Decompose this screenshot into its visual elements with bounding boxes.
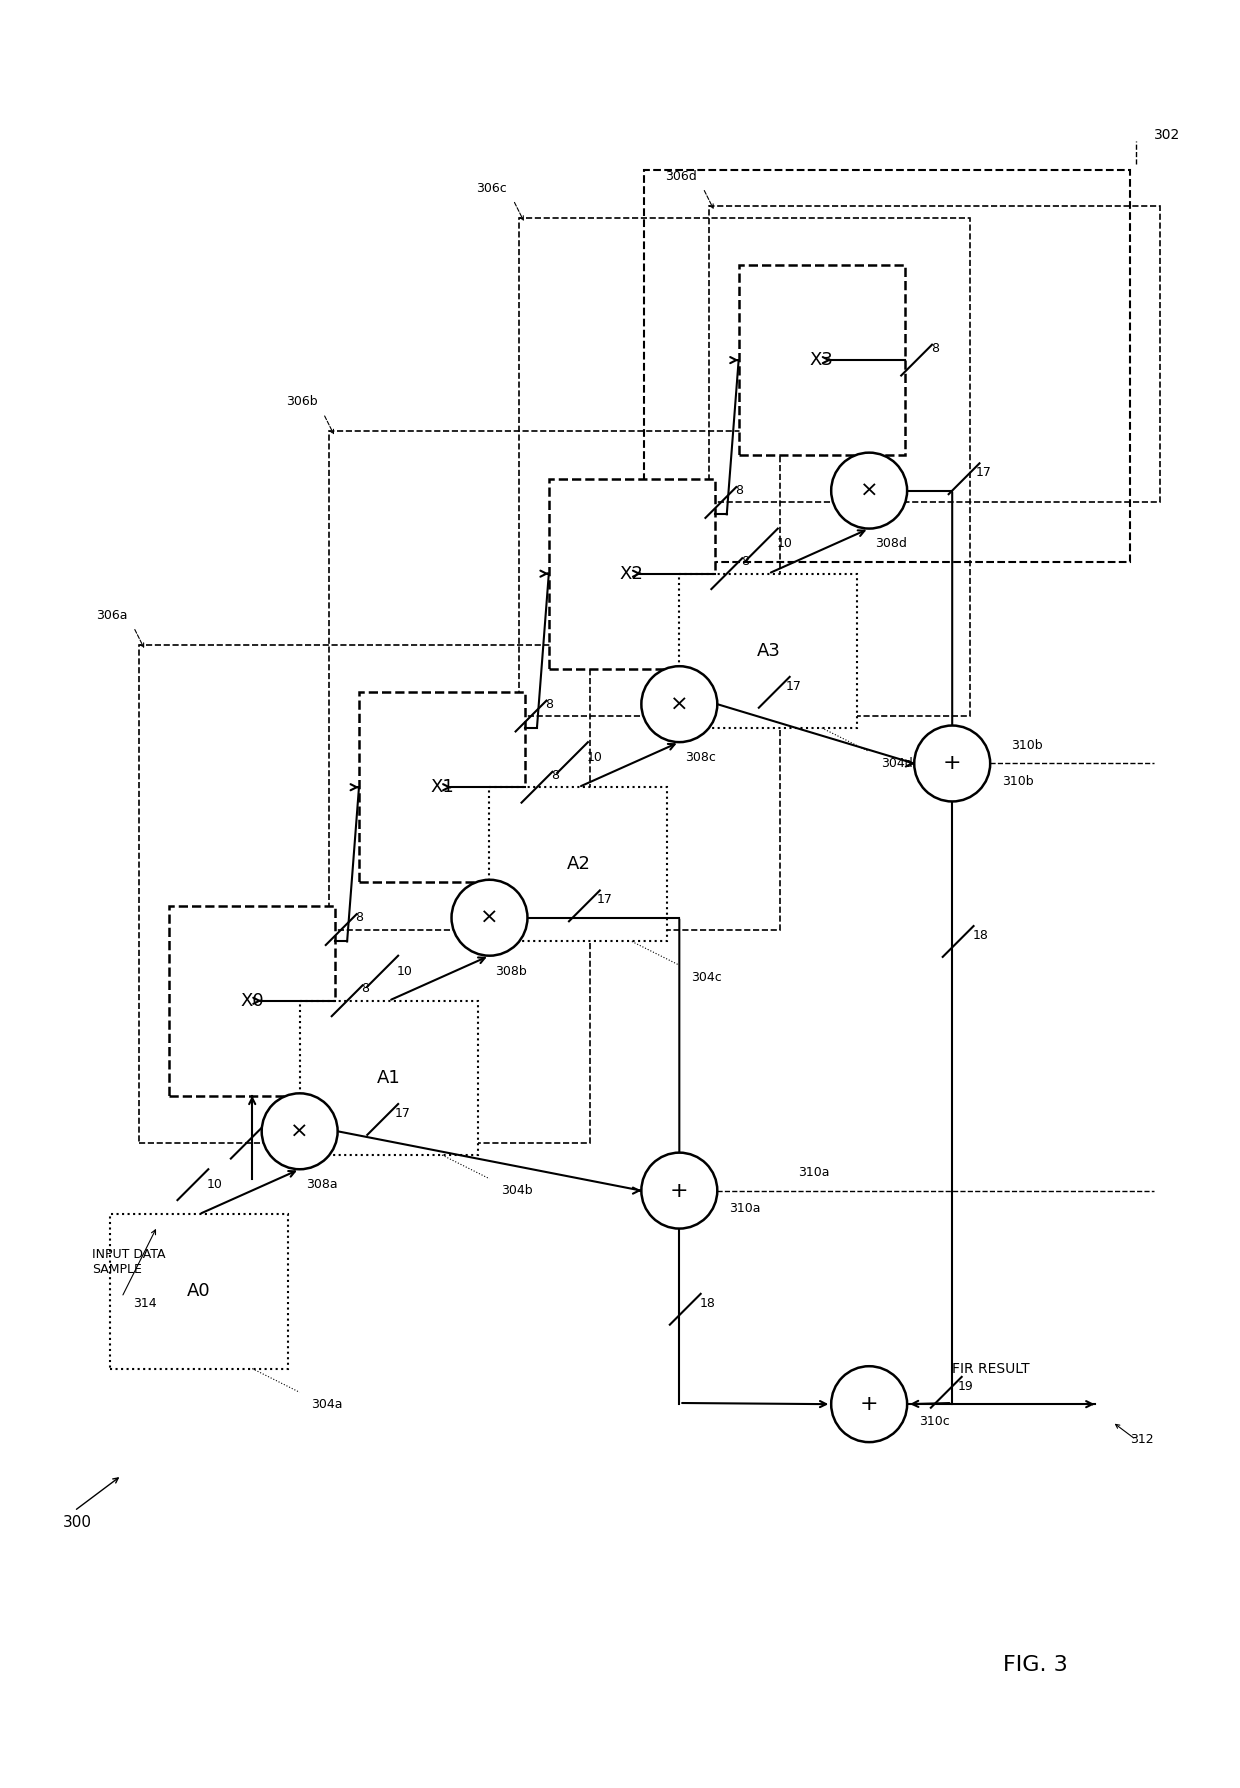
Bar: [300, 1001, 477, 1155]
Circle shape: [831, 452, 908, 529]
Text: 308c: 308c: [686, 751, 717, 763]
Text: +: +: [670, 1180, 688, 1200]
Text: X0: X0: [241, 992, 264, 1010]
Text: 10: 10: [397, 964, 413, 978]
Text: 8: 8: [361, 982, 370, 996]
Bar: [549, 479, 715, 669]
Text: A1: A1: [377, 1069, 401, 1087]
Circle shape: [262, 1092, 337, 1169]
Text: 18: 18: [699, 1296, 715, 1311]
Bar: [110, 1214, 288, 1368]
Text: 308d: 308d: [875, 538, 906, 551]
Text: 310a: 310a: [729, 1202, 760, 1214]
Text: ×: ×: [859, 481, 878, 501]
Text: 17: 17: [596, 894, 613, 907]
Text: 10: 10: [776, 538, 792, 551]
Circle shape: [831, 1366, 908, 1443]
Bar: [330, 431, 780, 930]
Bar: [490, 787, 667, 942]
Text: 304d: 304d: [880, 756, 913, 771]
Bar: [709, 206, 1159, 502]
Text: 310c: 310c: [919, 1416, 950, 1429]
Text: 314: 314: [134, 1296, 157, 1311]
Text: 8: 8: [742, 556, 749, 569]
Text: 8: 8: [546, 697, 553, 710]
Text: 310b: 310b: [1002, 774, 1034, 789]
Circle shape: [451, 880, 527, 957]
Text: 312: 312: [1130, 1434, 1153, 1446]
Bar: [644, 170, 1130, 561]
Circle shape: [914, 726, 991, 801]
Text: 8: 8: [735, 485, 743, 497]
Bar: [680, 574, 857, 728]
Bar: [520, 218, 970, 715]
Text: 10: 10: [587, 751, 603, 763]
Text: 308b: 308b: [496, 964, 527, 978]
Text: 304c: 304c: [691, 971, 722, 983]
Text: 300: 300: [62, 1514, 92, 1531]
Circle shape: [641, 1153, 717, 1228]
Bar: [360, 692, 525, 881]
Text: +: +: [859, 1395, 878, 1414]
Text: 17: 17: [976, 467, 992, 479]
Text: A2: A2: [567, 855, 590, 873]
Text: A3: A3: [756, 642, 780, 660]
Text: A0: A0: [187, 1282, 211, 1300]
Text: 304a: 304a: [311, 1398, 343, 1411]
Text: 18: 18: [972, 930, 988, 942]
Text: 306c: 306c: [476, 182, 507, 195]
Text: 17: 17: [786, 679, 802, 694]
Text: 17: 17: [394, 1107, 410, 1119]
Text: ×: ×: [290, 1121, 309, 1141]
Text: ×: ×: [480, 908, 498, 928]
Text: 8: 8: [552, 769, 559, 781]
Text: 306b: 306b: [286, 395, 317, 408]
Text: +: +: [942, 753, 961, 774]
Text: 306a: 306a: [97, 608, 128, 622]
Text: FIG. 3: FIG. 3: [1003, 1656, 1068, 1675]
Text: 310a: 310a: [799, 1166, 830, 1180]
Text: X2: X2: [620, 565, 644, 583]
Text: 8: 8: [260, 1130, 269, 1144]
Bar: [739, 265, 905, 454]
Text: 8: 8: [931, 342, 939, 354]
Text: 306d: 306d: [666, 170, 697, 182]
Text: 10: 10: [207, 1178, 223, 1191]
Text: X3: X3: [810, 350, 833, 368]
Text: 304b: 304b: [501, 1184, 533, 1198]
Text: 310b: 310b: [1012, 738, 1043, 753]
Text: INPUT DATA
SAMPLE: INPUT DATA SAMPLE: [92, 1248, 165, 1277]
Text: 8: 8: [356, 912, 363, 924]
Text: FIR RESULT: FIR RESULT: [952, 1362, 1030, 1375]
Circle shape: [641, 667, 717, 742]
Text: 302: 302: [1154, 127, 1180, 141]
Text: 19: 19: [959, 1380, 973, 1393]
Text: X1: X1: [430, 778, 454, 796]
Text: 308a: 308a: [305, 1178, 337, 1191]
Text: ×: ×: [670, 694, 688, 713]
Bar: [169, 907, 335, 1096]
Bar: [139, 645, 590, 1143]
